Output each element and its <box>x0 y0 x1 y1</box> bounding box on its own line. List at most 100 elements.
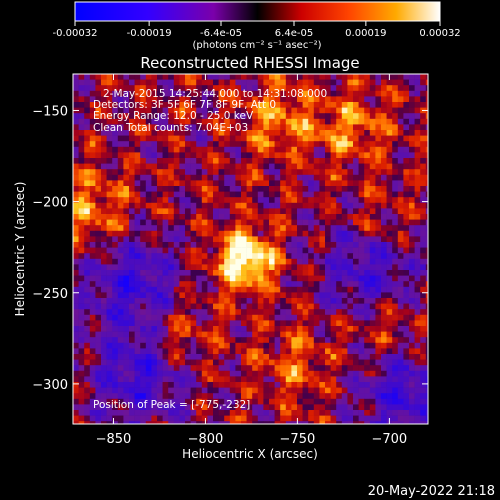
heatmap-cell <box>375 102 382 108</box>
heatmap-cell <box>403 281 410 288</box>
heatmap-cell <box>145 214 152 220</box>
heatmap-cell <box>302 90 309 97</box>
heatmap-cell <box>280 270 287 276</box>
heatmap-cell <box>375 208 382 215</box>
heatmap-cell <box>117 348 124 355</box>
heatmap-cell <box>336 146 343 153</box>
heatmap-cell <box>386 342 393 349</box>
heatmap-cell <box>308 314 315 321</box>
heatmap-cell <box>347 281 354 288</box>
heatmap-cell <box>95 298 102 304</box>
heatmap-cell <box>409 107 415 114</box>
heatmap-cell <box>207 298 214 304</box>
heatmap-cell <box>101 337 107 344</box>
heatmap-cell <box>257 202 264 209</box>
heatmap-cell <box>274 382 281 388</box>
heatmap-cell <box>425 74 428 80</box>
heatmap-cell <box>336 258 343 265</box>
heatmap-cell <box>207 152 214 159</box>
heatmap-cell <box>207 146 214 153</box>
heatmap-cell <box>386 242 393 248</box>
heatmap-cell <box>106 236 113 243</box>
heatmap-cell <box>117 387 124 394</box>
heatmap-cell <box>420 258 427 265</box>
heatmap-cell <box>313 393 320 400</box>
heatmap-cell <box>263 96 270 103</box>
heatmap-cell <box>140 320 147 327</box>
heatmap-cell <box>425 236 428 243</box>
heatmap-cell <box>117 74 124 80</box>
heatmap-cell <box>246 365 253 372</box>
heatmap-cell <box>336 219 343 226</box>
heatmap-cell <box>308 90 315 97</box>
heatmap-cell <box>375 107 382 114</box>
heatmap-cell <box>173 107 180 114</box>
heatmap-cell <box>364 387 371 394</box>
heatmap-cell <box>280 102 287 108</box>
heatmap-cell <box>185 387 191 394</box>
heatmap-cell <box>106 292 113 299</box>
heatmap-cell <box>224 292 231 299</box>
heatmap-cell <box>297 359 303 366</box>
heatmap-cell <box>145 387 152 394</box>
heatmap-cell <box>117 337 124 344</box>
heatmap-cell <box>145 253 152 260</box>
heatmap-cell <box>263 275 270 282</box>
heatmap-cell <box>145 186 152 192</box>
heatmap-cell <box>213 309 219 316</box>
heatmap-cell <box>196 331 203 338</box>
heatmap-cell <box>190 124 197 131</box>
heatmap-cell <box>252 421 259 424</box>
heatmap-cell <box>196 152 203 159</box>
heatmap-cell <box>285 214 292 220</box>
heatmap-cell <box>291 174 298 181</box>
heatmap-cell <box>414 354 421 360</box>
heatmap-cell <box>218 74 225 80</box>
heatmap-cell <box>386 404 393 411</box>
heatmap-cell <box>274 286 281 293</box>
heatmap-cell <box>336 85 343 92</box>
heatmap-cell <box>263 309 270 316</box>
heatmap-cell <box>263 387 270 394</box>
heatmap-cell <box>257 281 264 288</box>
heatmap-cell <box>117 124 124 131</box>
heatmap-cell <box>392 275 399 282</box>
heatmap-cell <box>420 214 427 220</box>
heatmap-cell <box>341 281 348 288</box>
heatmap-cell <box>117 303 124 310</box>
heatmap-cell <box>95 214 102 220</box>
heatmap-cell <box>409 230 415 237</box>
heatmap-cell <box>224 298 231 304</box>
heatmap-cell <box>375 225 382 232</box>
heatmap-cell <box>229 107 236 114</box>
heatmap-cell <box>106 354 113 360</box>
heatmap-cell <box>173 298 180 304</box>
heatmap-cell <box>78 236 85 243</box>
heatmap-cell <box>369 292 376 299</box>
heatmap-cell <box>285 354 292 360</box>
heatmap-cell <box>280 113 287 120</box>
heatmap-cell <box>179 236 186 243</box>
heatmap-cell <box>145 314 152 321</box>
heatmap-cell <box>229 152 236 159</box>
heatmap-cell <box>173 365 180 372</box>
heatmap-cell <box>364 410 371 416</box>
heatmap-cell <box>151 90 158 97</box>
heatmap-cell <box>392 359 399 366</box>
heatmap-cell <box>218 174 225 181</box>
heatmap-cell <box>145 236 152 243</box>
heatmap-cell <box>84 393 91 400</box>
heatmap-cell <box>364 320 371 327</box>
heatmap-cell <box>95 253 102 260</box>
heatmap-cell <box>403 118 410 125</box>
heatmap-cell <box>185 247 191 254</box>
heatmap-cell <box>409 236 415 243</box>
heatmap-cell <box>84 85 91 92</box>
heatmap-cell <box>179 247 186 254</box>
heatmap-cell <box>364 275 371 282</box>
heatmap-cell <box>190 169 197 176</box>
heatmap-cell <box>129 247 135 254</box>
heatmap-cell <box>185 258 191 265</box>
heatmap-cell <box>414 174 421 181</box>
heatmap-cell <box>89 174 96 181</box>
